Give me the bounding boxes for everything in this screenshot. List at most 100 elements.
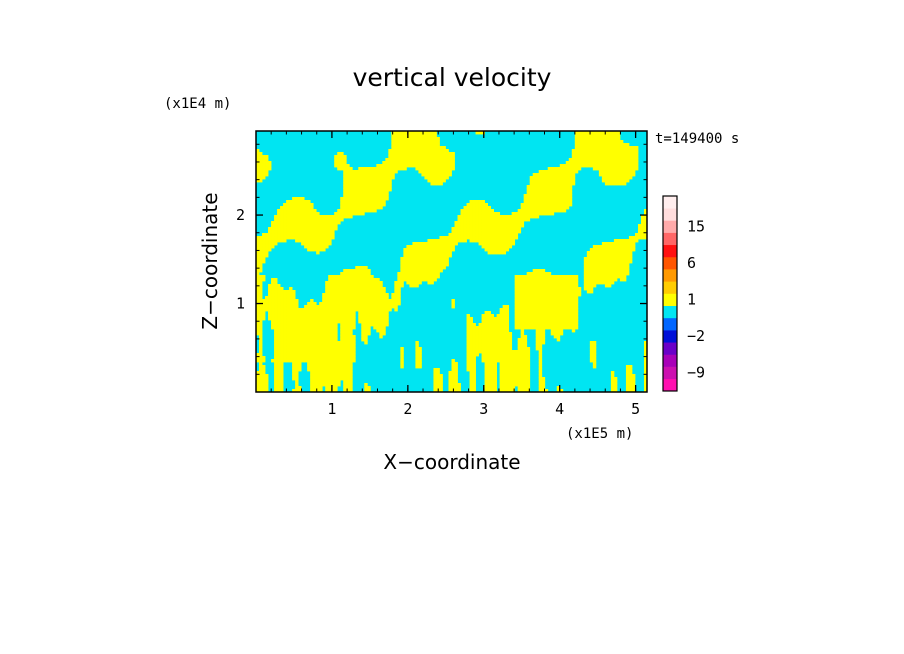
field-cell	[595, 161, 600, 165]
field-cell	[379, 197, 383, 201]
field-cell	[430, 173, 434, 177]
field-cell	[268, 311, 272, 315]
field-cell	[583, 134, 588, 138]
field-cell	[352, 341, 356, 345]
field-cell	[283, 344, 287, 348]
field-cell	[295, 341, 299, 345]
field-cell	[256, 167, 260, 171]
field-cell	[577, 158, 582, 162]
field-cell	[439, 161, 443, 165]
field-cell	[283, 236, 287, 240]
field-cell	[277, 335, 281, 339]
field-cell	[469, 350, 473, 354]
field-cell	[589, 341, 594, 345]
field-cell	[541, 197, 546, 201]
field-cell	[364, 326, 368, 330]
field-cell	[625, 251, 630, 255]
field-cell	[517, 209, 522, 213]
field-cell	[277, 344, 281, 348]
field-cell	[544, 302, 549, 306]
field-cell	[613, 158, 618, 162]
field-cell	[529, 314, 534, 318]
field-cell	[340, 218, 344, 222]
field-cell	[283, 218, 287, 222]
field-cell	[394, 161, 398, 165]
field-cell	[532, 197, 537, 201]
field-cell	[556, 389, 561, 393]
field-cell	[457, 218, 461, 222]
field-cell	[526, 380, 531, 384]
field-cell	[577, 161, 582, 165]
field-cell	[478, 209, 482, 213]
field-cell	[382, 287, 386, 291]
field-cell	[469, 368, 473, 372]
field-cell	[268, 296, 272, 300]
field-cell	[295, 218, 299, 222]
field-cell	[511, 389, 516, 393]
field-cell	[538, 332, 543, 336]
field-cell	[442, 239, 446, 243]
field-cell	[502, 236, 507, 240]
field-cell	[262, 278, 266, 282]
field-cell	[517, 284, 522, 288]
field-cell	[277, 209, 281, 213]
field-cell	[343, 200, 347, 204]
field-cell	[436, 137, 440, 141]
field-cell	[274, 230, 278, 234]
field-cell	[550, 284, 555, 288]
field-cell	[376, 191, 380, 195]
field-cell	[409, 140, 413, 144]
field-cell	[466, 329, 470, 333]
field-cell	[472, 326, 476, 330]
field-cell	[286, 341, 290, 345]
field-cell	[400, 278, 404, 282]
field-cell	[448, 239, 452, 243]
field-cell	[562, 170, 567, 174]
field-cell	[457, 389, 461, 393]
field-cell	[304, 215, 308, 219]
field-cell	[403, 278, 407, 282]
field-cell	[535, 329, 540, 333]
field-cell	[427, 158, 431, 162]
field-cell	[268, 293, 272, 297]
field-cell	[298, 332, 302, 336]
field-cell	[505, 317, 510, 321]
field-cell	[346, 275, 350, 279]
field-cell	[313, 311, 317, 315]
field-cell	[613, 146, 618, 150]
field-cell	[289, 209, 293, 213]
field-cell	[505, 320, 510, 324]
field-cell	[613, 266, 618, 270]
field-cell	[529, 191, 534, 195]
field-cell	[343, 185, 347, 189]
field-cell	[355, 185, 359, 189]
field-cell	[532, 314, 537, 318]
field-cell	[373, 305, 377, 309]
field-cell	[265, 305, 269, 309]
field-cell	[478, 215, 482, 219]
field-cell	[298, 368, 302, 372]
field-cell	[385, 293, 389, 297]
field-cell	[412, 158, 416, 162]
field-cell	[496, 332, 501, 336]
field-cell	[442, 236, 446, 240]
field-cell	[493, 230, 498, 234]
field-cell	[628, 236, 633, 240]
field-cell	[481, 341, 485, 345]
field-cell	[499, 251, 504, 255]
field-cell	[367, 290, 371, 294]
field-cell	[475, 338, 479, 342]
field-cell	[538, 185, 543, 189]
field-cell	[343, 215, 347, 219]
field-cell	[394, 164, 398, 168]
field-cell	[598, 146, 603, 150]
field-cell	[547, 206, 552, 210]
field-cell	[352, 212, 356, 216]
field-cell	[313, 356, 317, 360]
field-cell	[439, 263, 443, 267]
field-cell	[577, 140, 582, 144]
field-cell	[322, 332, 326, 336]
field-cell	[349, 317, 353, 321]
field-cell	[619, 140, 624, 144]
